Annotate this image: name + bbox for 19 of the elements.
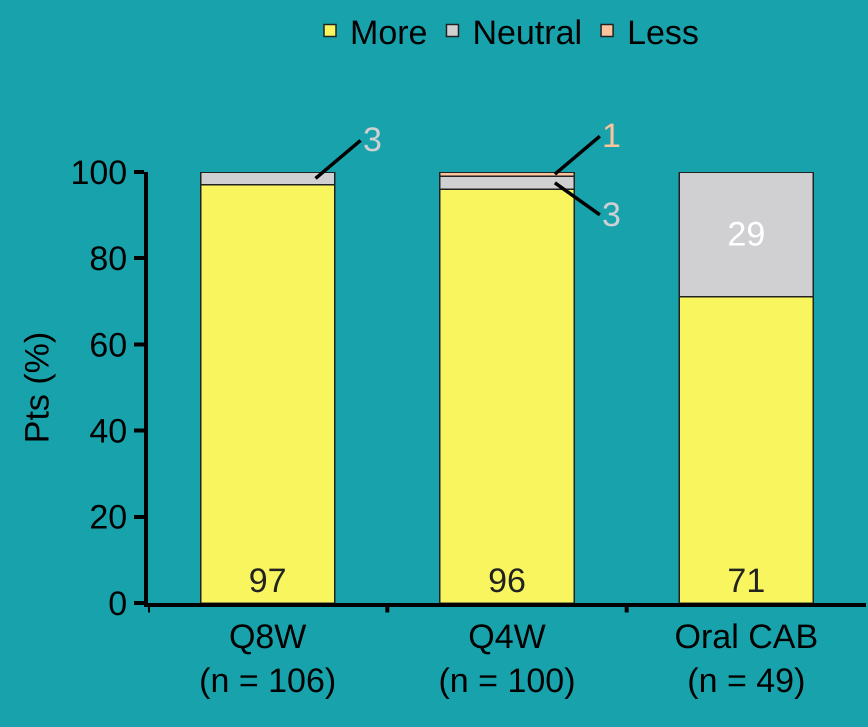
data-label: 3 (602, 196, 621, 234)
data-label: 96 (488, 562, 526, 600)
x-tick-label: Q4W (n = 100) (438, 618, 576, 700)
y-tick-label: 40 (89, 412, 128, 450)
y-tick-label: 20 (89, 498, 128, 537)
data-label: 71 (727, 562, 766, 600)
data-label: 1 (602, 117, 621, 155)
y-tick-label: 60 (89, 326, 128, 364)
x-tick-label: Oral CAB (n = 49) (674, 618, 818, 700)
y-tick-label: 0 (108, 584, 128, 623)
y-tick-label: 80 (89, 240, 128, 278)
legend-label: Less (627, 14, 699, 52)
data-label: 97 (248, 562, 287, 600)
y-axis-title: Pts (%) (18, 332, 57, 444)
legend-label: More (350, 14, 428, 52)
x-tick-label: Q8W (n = 106) (199, 618, 336, 700)
y-tick-label: 100 (70, 154, 128, 192)
data-label: 3 (363, 121, 382, 159)
legend-label: Neutral (472, 14, 582, 52)
